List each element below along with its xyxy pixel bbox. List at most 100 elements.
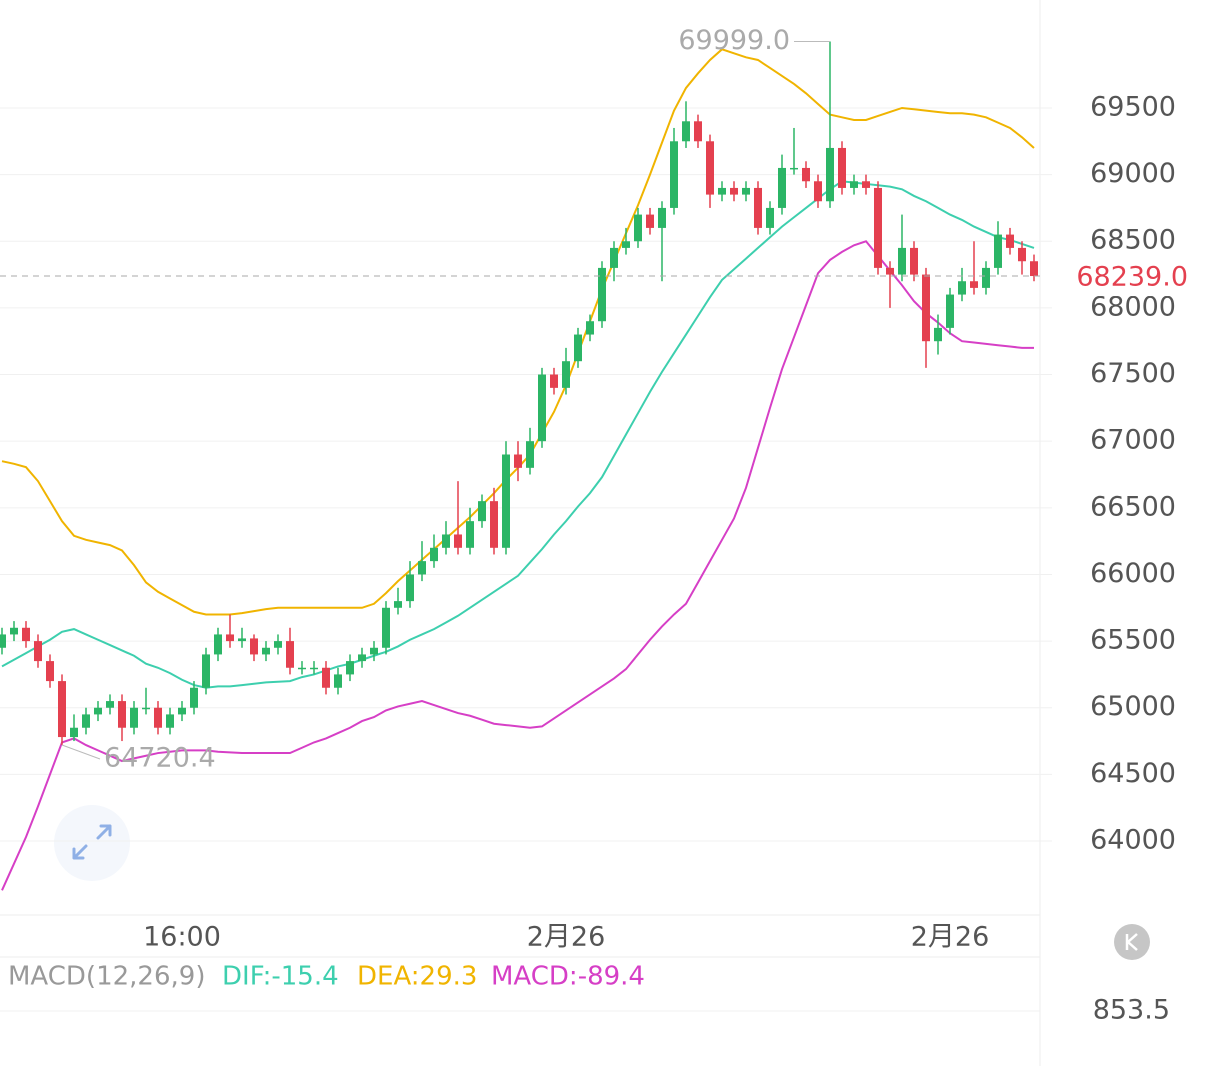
candle-body [754, 187, 762, 228]
candle-body [430, 547, 438, 562]
candle-body [346, 661, 354, 675]
candle-body [130, 707, 138, 728]
candle-body [514, 454, 522, 468]
candle-body [742, 187, 750, 195]
y-tick-label: 65500 [1090, 625, 1176, 656]
candle-body [1006, 234, 1014, 248]
candle-body [226, 634, 234, 642]
x-tick-label: 2月26 [911, 922, 990, 953]
candle-body [70, 727, 78, 738]
annotation-label: 64720.4 [104, 743, 216, 774]
expand-arrows[interactable] [72, 824, 112, 860]
y-tick-label: 66500 [1090, 491, 1176, 522]
candle-body [118, 701, 126, 728]
candle-body [622, 241, 630, 248]
candle-body [466, 521, 474, 548]
candle-body [778, 167, 786, 208]
y-tick-label: 64500 [1090, 758, 1176, 789]
candle-body [658, 207, 666, 228]
candle-body [298, 667, 306, 670]
candle-body [574, 334, 582, 362]
candle-body [586, 321, 594, 335]
candle-body [874, 187, 882, 268]
candle-body [418, 561, 426, 575]
candle-body [94, 707, 102, 715]
indicator-tick-label: 853.5 [1093, 995, 1170, 1026]
indicator-dif: DIF:-15.4 [222, 962, 339, 992]
candle-body [82, 714, 90, 728]
candle-body [958, 281, 966, 295]
k-glyph[interactable] [1125, 933, 1138, 951]
candle-body [34, 641, 42, 662]
candle-body [46, 661, 54, 682]
band-line [1, 240, 1034, 891]
y-tick-label: 64000 [1090, 825, 1176, 856]
candle-body [10, 627, 18, 635]
candle-body [490, 501, 498, 548]
indicator-title: MACD(12,26,9) [8, 962, 205, 992]
candle-body [766, 207, 774, 228]
x-tick-label: 16:00 [143, 922, 221, 953]
candle-body [142, 707, 150, 710]
candle-body [910, 247, 918, 275]
y-tick-label: 68000 [1090, 291, 1176, 322]
candle-body [862, 181, 870, 188]
candle-body [790, 167, 798, 170]
last-price-bg [1042, 256, 1228, 297]
candle-body [850, 181, 858, 188]
candle-body [550, 374, 558, 388]
candle-body [250, 638, 258, 655]
candle-body [0, 634, 6, 648]
candle-body [58, 681, 66, 738]
candle-body [442, 534, 450, 548]
candle-body [970, 281, 978, 288]
candle-body [370, 647, 378, 655]
candle-body [838, 147, 846, 188]
candle-body [694, 121, 702, 142]
expand-bg[interactable] [54, 805, 130, 881]
candle-body [730, 187, 738, 195]
candle-body [358, 654, 366, 662]
candle-body [538, 374, 546, 442]
y-tick-label: 68500 [1090, 225, 1176, 256]
candle-body [610, 247, 618, 268]
candle-body [178, 707, 186, 715]
candle-body [478, 501, 486, 522]
y-tick-label: 69000 [1090, 158, 1176, 189]
candle-body [922, 274, 930, 342]
candle-body [598, 267, 606, 322]
k-button[interactable] [1114, 924, 1150, 960]
candle-body [706, 141, 714, 195]
candle-body [406, 574, 414, 602]
candle-body [106, 701, 114, 708]
candle-body [166, 714, 174, 728]
candle-body [886, 267, 894, 275]
candle-body [334, 674, 342, 688]
y-tick-label: 69500 [1090, 91, 1176, 122]
candle-body [898, 247, 906, 275]
candle-body [190, 687, 198, 708]
y-tick-label: 65000 [1090, 691, 1176, 722]
annotation-leader [61, 744, 101, 760]
candle-body [322, 667, 330, 688]
x-tick-label: 2月26 [527, 922, 606, 953]
candle-body [1030, 261, 1038, 277]
candle-body [814, 181, 822, 202]
candle-body [502, 454, 510, 548]
candle-body [214, 634, 222, 655]
candle-body [946, 294, 954, 328]
candle-body [22, 627, 30, 642]
indicator-dea: DEA:29.3 [357, 962, 477, 992]
candle-body [286, 641, 294, 668]
candle-body [682, 121, 690, 142]
candle-body [562, 361, 570, 388]
candle-body [202, 654, 210, 688]
candle-body [802, 167, 810, 182]
candle-body [634, 214, 642, 242]
candle-body [670, 141, 678, 208]
candle-body [238, 638, 246, 642]
expand-icon[interactable] [54, 805, 130, 881]
candle-body [526, 441, 534, 468]
k-bg[interactable] [1114, 924, 1150, 960]
candle-body [646, 214, 654, 228]
